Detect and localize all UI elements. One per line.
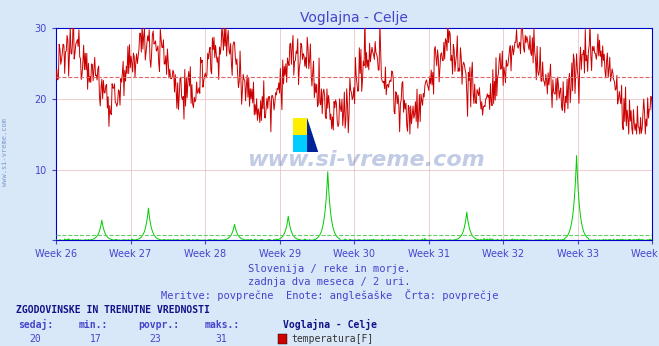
Text: sedaj:: sedaj: <box>18 319 53 330</box>
Text: www.si-vreme.com: www.si-vreme.com <box>247 149 485 170</box>
Text: 31: 31 <box>215 334 227 344</box>
Text: 23: 23 <box>149 334 161 344</box>
Text: Slovenija / reke in morje.: Slovenija / reke in morje. <box>248 264 411 274</box>
Text: Meritve: povprečne  Enote: anglešaške  Črta: povprečje: Meritve: povprečne Enote: anglešaške Črt… <box>161 289 498 301</box>
Text: 20: 20 <box>29 334 41 344</box>
Text: temperatura[F]: temperatura[F] <box>291 334 374 344</box>
Title: Voglajna - Celje: Voglajna - Celje <box>301 11 408 25</box>
Text: 17: 17 <box>90 334 101 344</box>
Text: povpr.:: povpr.: <box>138 320 179 330</box>
Polygon shape <box>307 118 318 152</box>
Text: Voglajna - Celje: Voglajna - Celje <box>283 319 378 330</box>
FancyBboxPatch shape <box>293 118 307 135</box>
Text: min.:: min.: <box>79 320 109 330</box>
FancyBboxPatch shape <box>293 135 307 152</box>
Text: zadnja dva meseca / 2 uri.: zadnja dva meseca / 2 uri. <box>248 277 411 288</box>
Text: ZGODOVINSKE IN TRENUTNE VREDNOSTI: ZGODOVINSKE IN TRENUTNE VREDNOSTI <box>16 305 210 315</box>
Text: maks.:: maks.: <box>204 320 239 330</box>
Text: www.si-vreme.com: www.si-vreme.com <box>2 118 9 186</box>
